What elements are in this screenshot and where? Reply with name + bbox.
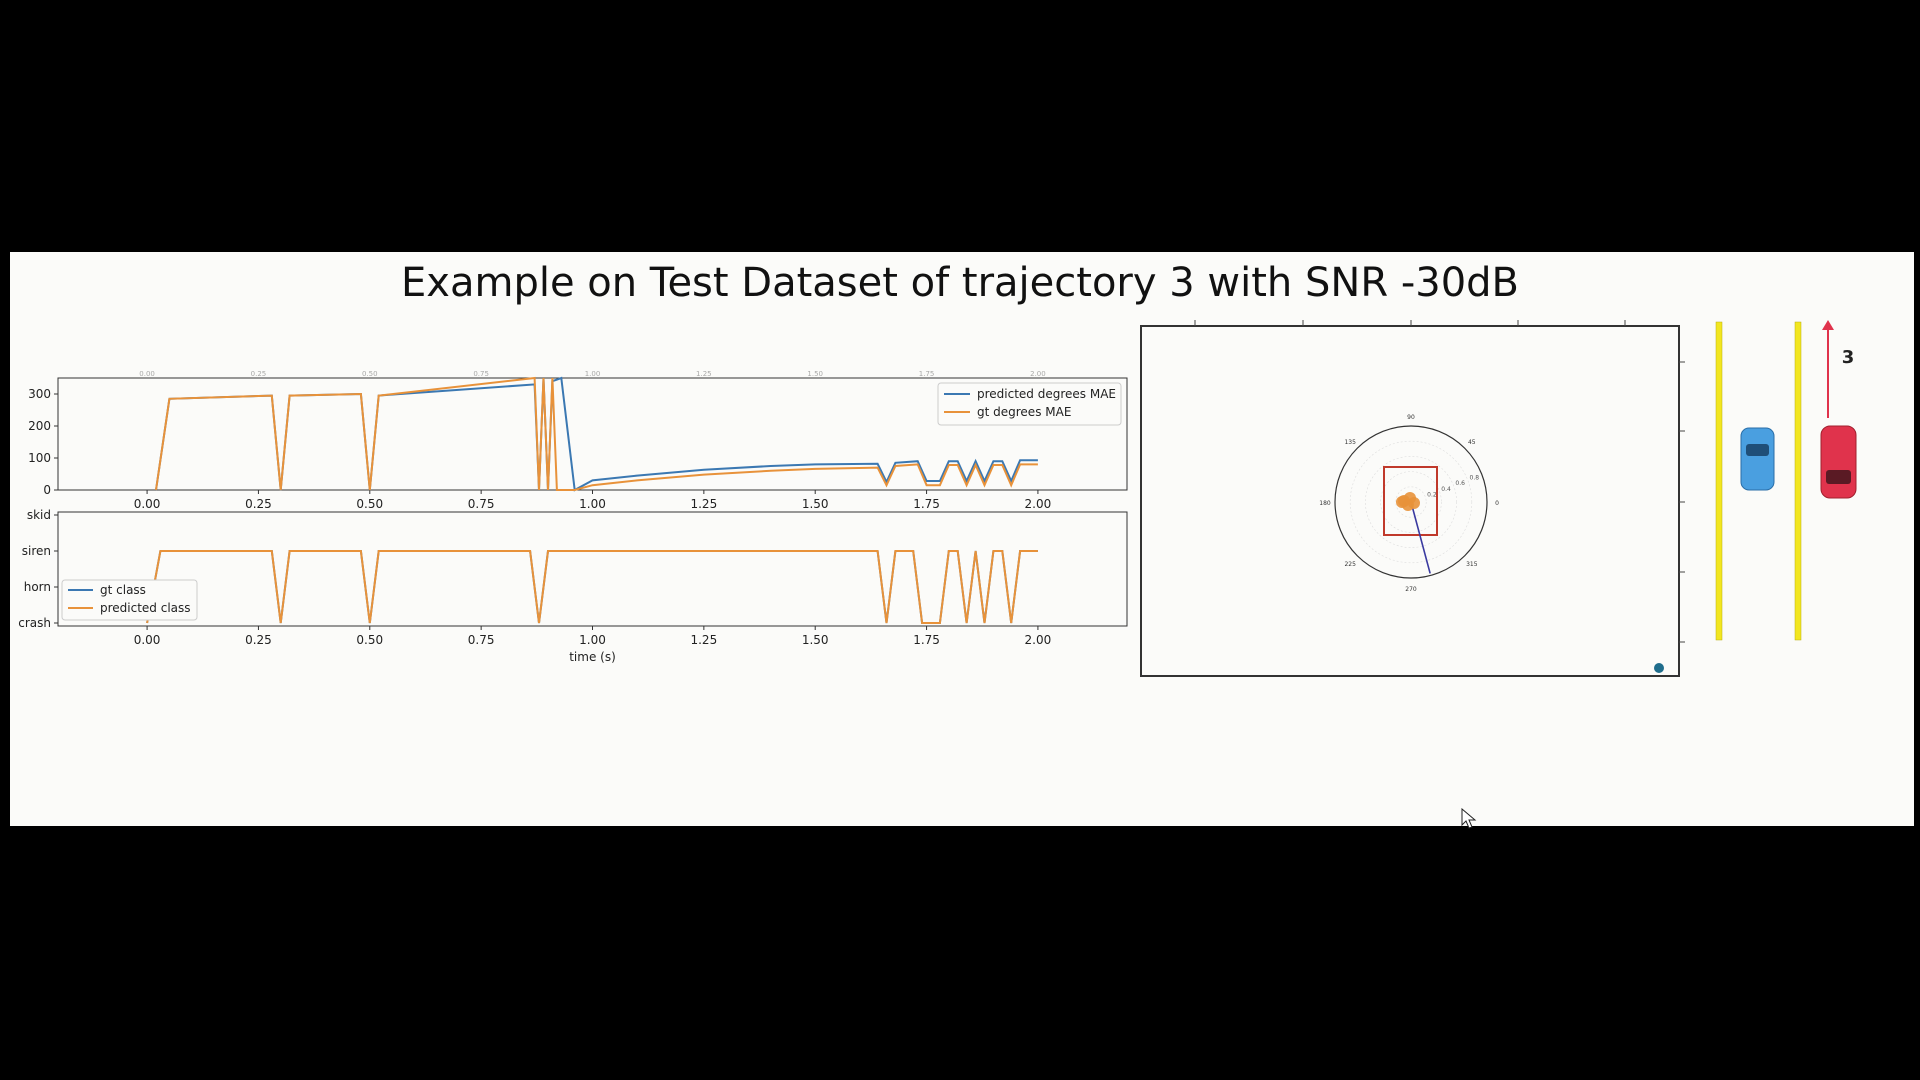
polar-angle-label: 225: [1344, 561, 1356, 568]
blue-car-icon: [1740, 427, 1775, 491]
class-legend-label: predicted class: [100, 601, 191, 615]
class-xtick-label: 1.00: [579, 633, 606, 647]
degrees-ytick-label: 0: [43, 483, 51, 497]
degrees-top-tick-label: 0.50: [362, 370, 378, 378]
degrees-xtick-label: 0.50: [356, 497, 383, 511]
degrees-xtick-label: 1.25: [690, 497, 717, 511]
degrees-top-tick-label: 1.75: [919, 370, 935, 378]
polar-angle-label: 270: [1405, 586, 1417, 593]
class-xtick-label: 1.75: [913, 633, 940, 647]
class-xtick-label: 0.75: [468, 633, 495, 647]
polar-angle-label: 90: [1407, 414, 1415, 421]
polar-grid-circle: [1365, 456, 1457, 548]
class-axes-frame: [57, 511, 1128, 627]
degrees-legend-label: predicted degrees MAE: [977, 387, 1116, 401]
class-xtick-label: 0.50: [356, 633, 383, 647]
degrees-xtick-label: 0.25: [245, 497, 272, 511]
predicted-direction-line: [1410, 501, 1431, 574]
degrees-top-tick-label: 1.00: [585, 370, 601, 378]
class-xaxis-label: time (s): [569, 650, 616, 664]
degrees-xtick-label: 0.00: [134, 497, 161, 511]
polar-grid-circle: [1349, 440, 1473, 564]
polar-radius-label: 0.8: [1470, 475, 1480, 482]
polar-radius-label: 0.6: [1455, 480, 1465, 487]
degrees-xtick-label: 2.00: [1025, 497, 1052, 511]
degrees-series-line-1: [155, 376, 1038, 491]
polar-outer-circle: [1334, 425, 1488, 579]
blue-car-windshield: [1746, 444, 1769, 456]
class-xtick-label: 2.00: [1025, 633, 1052, 647]
polar-radius-label: 0.2: [1427, 491, 1437, 498]
polar-angle-label: 0: [1495, 500, 1499, 507]
class-xtick-label: 0.00: [134, 633, 161, 647]
degrees-top-tick-label: 0.75: [473, 370, 489, 378]
localization-plot: 0.2 0.4 0.6 0.8 0 45 90 135 180 225 270 315: [1140, 320, 1685, 677]
vehicle-bounding-box: [1383, 466, 1438, 536]
polar-grid-circle: [1380, 471, 1442, 533]
class-series-line-1: [146, 550, 1038, 624]
class-xtick-label: 1.25: [690, 633, 717, 647]
polar-angle-label: 315: [1466, 561, 1478, 568]
trajectory-arrow-head: [1822, 320, 1834, 330]
degrees-legend: predicted degrees MAE gt degrees MAE: [937, 382, 1122, 426]
listener-position-dot: [1654, 663, 1664, 673]
polar-angle-label: 45: [1468, 439, 1476, 446]
degrees-xtick-label: 0.75: [468, 497, 495, 511]
class-legend-label: gt class: [100, 583, 146, 597]
class-ytick-label: horn: [24, 580, 51, 594]
degrees-top-tick-label: 2.00: [1030, 370, 1046, 378]
degrees-xtick-label: 1.50: [802, 497, 829, 511]
polar-angle-label: 180: [1319, 500, 1331, 507]
lane-line-1: [1794, 321, 1802, 641]
class-xtick-label: 1.50: [802, 633, 829, 647]
degrees-xtick-label: 1.00: [579, 497, 606, 511]
class-ytick-label: crash: [18, 616, 51, 630]
red-car-windshield: [1826, 470, 1851, 484]
degrees-top-tick-label: 1.50: [807, 370, 823, 378]
polar-radius-label: 0.4: [1441, 486, 1451, 493]
class-ytick-label: siren: [22, 544, 51, 558]
degrees-top-tick-label: 0.25: [251, 370, 267, 378]
class-legend-box: [61, 579, 198, 621]
degrees-top-tick-label: 0.00: [139, 370, 155, 378]
red-car-icon: [1820, 425, 1857, 499]
figure-title: Example on Test Dataset of trajectory 3 …: [401, 260, 1519, 306]
class-xtick-label: 0.25: [245, 633, 272, 647]
class-legend: gt class predicted class: [61, 579, 198, 621]
polar-grid-circle: [1395, 486, 1427, 518]
degrees-legend-label: gt degrees MAE: [977, 405, 1071, 419]
polar-angle-label: 135: [1344, 439, 1356, 446]
degrees-ytick-label: 100: [28, 451, 51, 465]
class-ytick-label: skid: [27, 508, 51, 522]
lane-line-0: [1715, 321, 1723, 641]
trajectory-number: 3: [1842, 347, 1855, 368]
prediction-point: [1396, 496, 1408, 508]
degrees-ytick-label: 200: [28, 419, 51, 433]
mouse-cursor-icon: [1461, 808, 1477, 829]
degrees-legend-box: [937, 382, 1122, 426]
lane-illustration: 3: [1715, 320, 1857, 641]
degrees-xtick-label: 1.75: [913, 497, 940, 511]
degrees-ytick-label: 300: [28, 387, 51, 401]
degrees-top-tick-label: 1.25: [696, 370, 712, 378]
